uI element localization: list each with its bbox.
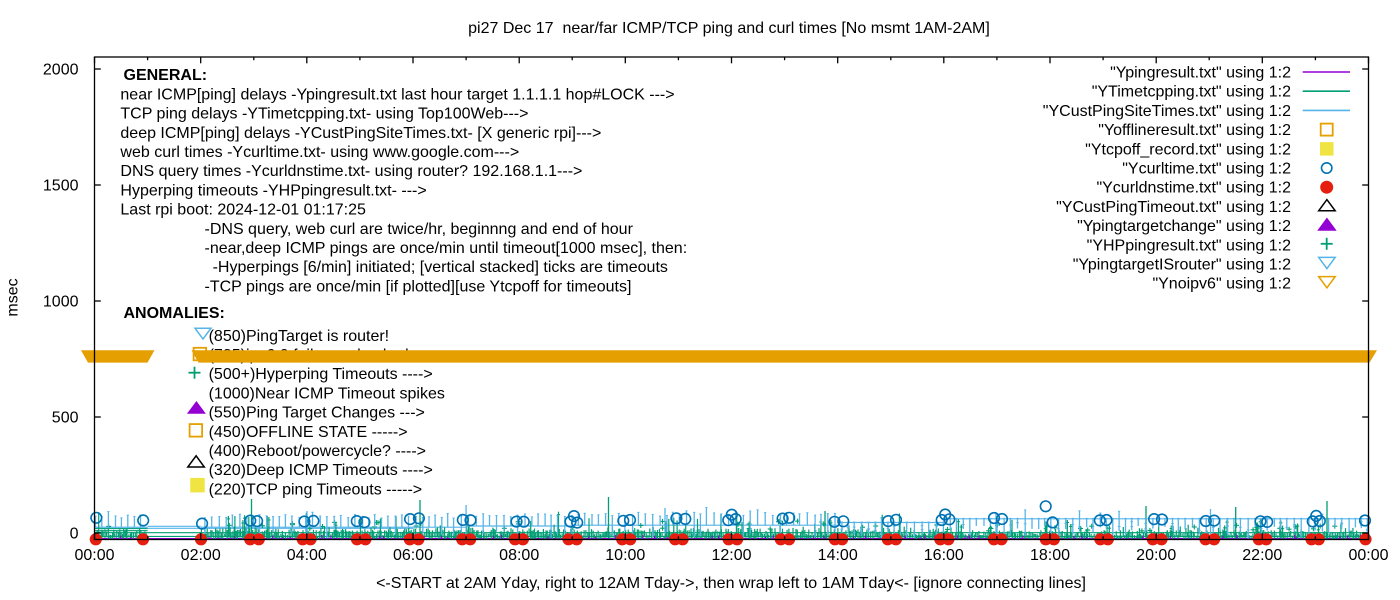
svg-text:"Ypingresult.txt" using 1:2: "Ypingresult.txt" using 1:2 <box>1110 65 1291 82</box>
svg-text:"Ycurltime.txt" using 1:2: "Ycurltime.txt" using 1:2 <box>1122 161 1291 178</box>
svg-text:-Hyperpings [6/min] initiated;: -Hyperpings [6/min] initiated; [vertical… <box>213 259 668 276</box>
svg-text:"Ypingtargetchange" using 1:2: "Ypingtargetchange" using 1:2 <box>1077 218 1291 235</box>
svg-text:20:00: 20:00 <box>1136 547 1176 564</box>
svg-text:06:00: 06:00 <box>393 547 433 564</box>
svg-text:(400)Reboot/powercycle? ---->: (400)Reboot/powercycle? ----> <box>209 443 426 460</box>
svg-text:500: 500 <box>52 410 79 427</box>
svg-text:msec: msec <box>5 278 22 316</box>
svg-text:1000: 1000 <box>43 294 79 311</box>
svg-text:16:00: 16:00 <box>924 547 964 564</box>
svg-text:"YCustPingTimeout.txt" using 1: "YCustPingTimeout.txt" using 1:2 <box>1056 199 1291 216</box>
svg-text:0: 0 <box>70 526 79 543</box>
svg-text:00:00: 00:00 <box>1348 547 1388 564</box>
svg-text:1500: 1500 <box>43 178 79 195</box>
svg-text:-DNS query, web curl are twice: -DNS query, web curl are twice/hr, begin… <box>205 221 634 238</box>
svg-text:2000: 2000 <box>43 62 79 79</box>
svg-text:"YTimetcpping.txt" using 1:2: "YTimetcpping.txt" using 1:2 <box>1092 84 1291 101</box>
svg-text:18:00: 18:00 <box>1030 547 1070 564</box>
svg-text:(850)PingTarget is router!: (850)PingTarget is router! <box>209 328 390 345</box>
svg-text:(500+)Hyperping Timeouts ---->: (500+)Hyperping Timeouts ----> <box>209 366 433 383</box>
svg-text:12:00: 12:00 <box>711 547 751 564</box>
svg-text:"Ynoipv6" using 1:2: "Ynoipv6" using 1:2 <box>1152 276 1291 293</box>
svg-text:deep ICMP[ping] delays -YCustP: deep ICMP[ping] delays -YCustPingSiteTim… <box>120 125 601 142</box>
svg-text:04:00: 04:00 <box>287 547 327 564</box>
svg-text:<-START at 2AM Yday, right to: <-START at 2AM Yday, right to 12AM Tday-… <box>376 575 1086 592</box>
svg-text:22:00: 22:00 <box>1242 547 1282 564</box>
svg-text:DNS query times -Ycurldnstime.: DNS query times -Ycurldnstime.txt- using… <box>120 163 582 180</box>
svg-text:GENERAL:: GENERAL: <box>124 67 208 84</box>
svg-text:Last rpi boot: 2024-12-01 01:1: Last rpi boot: 2024-12-01 01:17:25 <box>120 202 366 219</box>
svg-text:02:00: 02:00 <box>181 547 221 564</box>
svg-text:"YpingtargetISrouter" using 1:: "YpingtargetISrouter" using 1:2 <box>1073 257 1291 274</box>
svg-text:-near,deep ICMP pings are once: -near,deep ICMP pings are once/min until… <box>205 240 688 257</box>
svg-text:(550)Ping Target Changes --->: (550)Ping Target Changes ---> <box>209 405 425 422</box>
svg-text:14:00: 14:00 <box>818 547 858 564</box>
svg-text:00:00: 00:00 <box>74 547 114 564</box>
svg-text:(220)TCP ping Timeouts ----->: (220)TCP ping Timeouts -----> <box>209 481 423 498</box>
svg-text:ANOMALIES:: ANOMALIES: <box>124 305 225 322</box>
svg-text:(450)OFFLINE STATE ----->: (450)OFFLINE STATE -----> <box>209 424 408 441</box>
svg-text:near ICMP[ping] delays -Ypingr: near ICMP[ping] delays -Ypingresult.txt … <box>120 86 674 103</box>
svg-text:"Yofflineresult.txt" using 1:2: "Yofflineresult.txt" using 1:2 <box>1098 122 1291 139</box>
svg-text:Hyperping timeouts -YHPpingres: Hyperping timeouts -YHPpingresult.txt- -… <box>120 182 426 199</box>
svg-text:10:00: 10:00 <box>605 547 645 564</box>
svg-text:TCP ping delays -YTimetcpping.: TCP ping delays -YTimetcpping.txt- using… <box>120 106 528 123</box>
svg-text:"Ytcpoff_record.txt" using 1:2: "Ytcpoff_record.txt" using 1:2 <box>1085 141 1291 158</box>
svg-text:(320)Deep ICMP Timeouts ---->: (320)Deep ICMP Timeouts ----> <box>209 462 433 479</box>
svg-text:08:00: 08:00 <box>499 547 539 564</box>
svg-text:pi27 Dec 17 near/far ICMP/TCP: pi27 Dec 17 near/far ICMP/TCP ping and c… <box>468 20 990 37</box>
svg-text:(1000)Near ICMP Timeout spikes: (1000)Near ICMP Timeout spikes <box>209 385 445 402</box>
svg-text:web curl times -Ycurltime.txt-: web curl times -Ycurltime.txt- using www… <box>119 144 519 161</box>
svg-text:-TCP pings are once/min [if pl: -TCP pings are once/min [if plotted][use… <box>205 278 632 295</box>
svg-text:"YCustPingSiteTimes.txt" using: "YCustPingSiteTimes.txt" using 1:2 <box>1043 103 1291 120</box>
svg-text:"Ycurldnstime.txt" using 1:2: "Ycurldnstime.txt" using 1:2 <box>1096 180 1291 197</box>
svg-text:"YHPpingresult.txt" using 1:2: "YHPpingresult.txt" using 1:2 <box>1087 237 1291 254</box>
